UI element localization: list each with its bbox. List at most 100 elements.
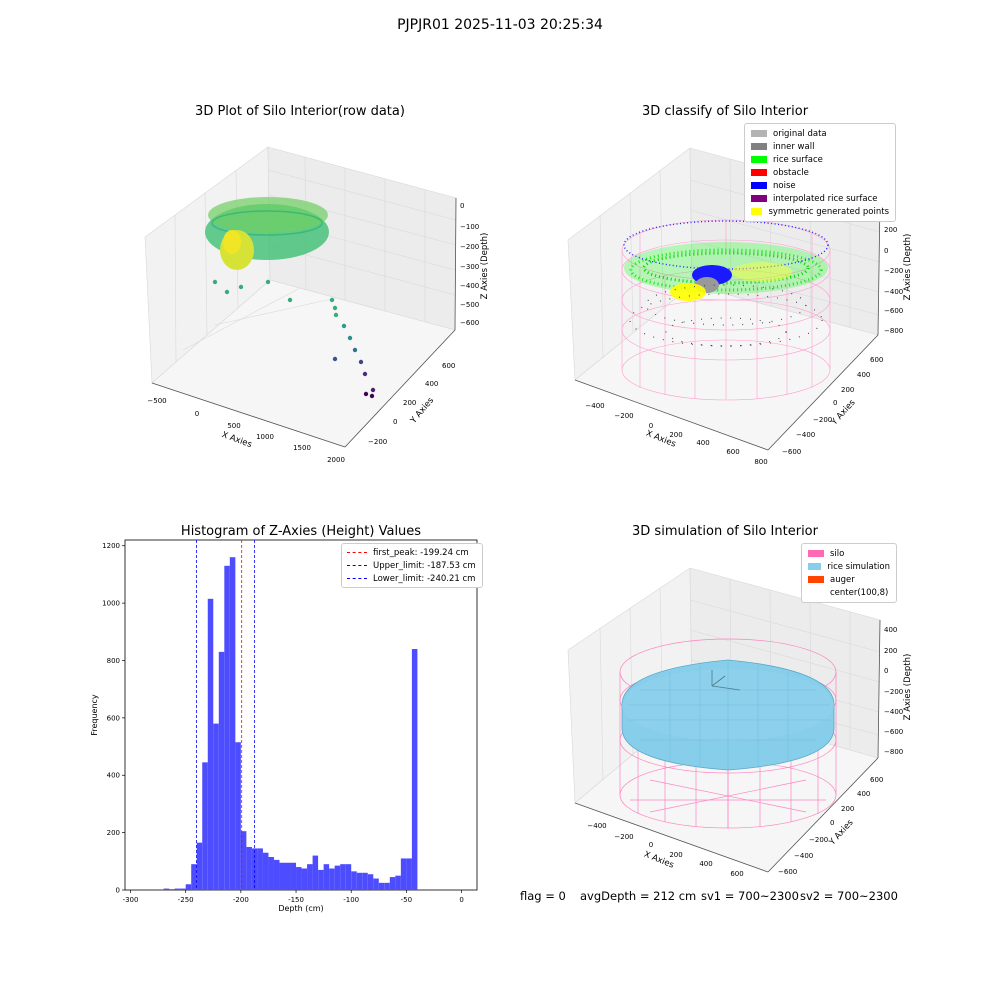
interpolated-grid: [629, 293, 823, 347]
p1-zlabel: Z Axies (Depth): [480, 233, 490, 300]
symmetric-points: [670, 283, 706, 301]
histogram-bar: [251, 848, 258, 890]
histogram-bar: [196, 842, 203, 890]
y-tick-label: 200: [107, 829, 120, 837]
auger-marker: [711, 670, 741, 691]
status-sv2: sv2 = 700~2300: [800, 889, 898, 903]
legend-swatch: [808, 576, 824, 583]
histogram-xlabel: Depth (cm): [278, 904, 323, 913]
p1-ytick: −200: [368, 438, 387, 446]
y-tick-label: 800: [107, 657, 120, 665]
legend-item: obstacle: [751, 166, 889, 179]
legend-item: interpolated rice surface: [751, 192, 889, 205]
status-flag: flag = 0: [520, 889, 566, 903]
data-outlier-points: [212, 279, 376, 399]
x-tick-label: -300: [123, 896, 139, 904]
p2-xtick: −400: [585, 402, 604, 410]
legend-label: Lower_limit: -240.21 cm: [373, 573, 476, 584]
p1-xtick: −500: [147, 397, 166, 405]
histogram-bar: [273, 859, 280, 890]
legend-label: Upper_limit: -187.53 cm: [373, 560, 476, 571]
histogram-bar: [218, 651, 225, 890]
p4-ztick: −800: [884, 748, 903, 756]
p1-xtick: 1000: [256, 433, 274, 441]
p4-ztick: −400: [884, 708, 903, 716]
p1-xtick: 2000: [327, 456, 345, 464]
histogram-bar: [235, 742, 241, 890]
legend-label: silo: [830, 548, 845, 559]
histogram-bar: [312, 855, 319, 890]
histogram-bar: [174, 888, 181, 890]
histogram-bar: [246, 846, 252, 890]
histogram-bar: [180, 888, 186, 890]
legend-swatch: [751, 169, 767, 176]
histogram-bar: [224, 565, 230, 890]
legend-swatch: [808, 550, 824, 557]
p2-ytick: 0: [833, 399, 837, 407]
legend-label: center(100,8): [830, 587, 889, 598]
p1-ztick: −400: [460, 282, 479, 290]
legend-item: first_peak: -199.24 cm: [347, 546, 477, 559]
histogram-bar: [262, 852, 269, 890]
x-tick-label: -250: [178, 896, 194, 904]
legend-swatch: [751, 195, 767, 202]
p1-xtick: 0: [195, 410, 199, 418]
p2-xtick: 800: [754, 458, 767, 466]
p1-ytick: 0: [393, 418, 397, 426]
p2-ztick: −200: [884, 267, 903, 275]
legend-label: inner wall: [773, 141, 815, 152]
panel4-legend: silo rice simulation auger center(100,8): [801, 543, 897, 603]
p2-ytick: 400: [857, 371, 870, 379]
panel2-legend: original data inner wall rice surface ob…: [744, 123, 896, 222]
y-tick-label: 1200: [102, 542, 120, 550]
legend-swatch: [751, 156, 767, 163]
legend-item: auger: [808, 573, 890, 586]
histogram-bar: [296, 867, 302, 890]
p1-xtick: 500: [227, 422, 240, 430]
histogram-bar: [307, 864, 313, 890]
p4-xtick: 400: [699, 860, 712, 868]
legend-label: symmetric generated points: [768, 206, 889, 217]
histogram-bar: [378, 882, 385, 890]
histogram-bar: [356, 872, 363, 890]
p2-ztick: 200: [884, 226, 897, 234]
p2-ytick: 200: [841, 386, 854, 394]
p4-xtick: 0: [649, 841, 653, 849]
x-tick-label: -200: [233, 896, 249, 904]
histogram-bar: [395, 875, 401, 890]
p2-ztick: −600: [884, 307, 903, 315]
p1-xlabel: X Axies: [220, 430, 253, 450]
histogram-bar: [400, 858, 407, 890]
figure-title: PJPJR01 2025-11-03 20:25:34: [397, 17, 603, 33]
status-avg-depth: avgDepth = 212 cm: [580, 889, 697, 903]
histogram-bar: [202, 762, 208, 890]
p4-ztick: 200: [884, 647, 897, 655]
p4-ytick: 400: [857, 790, 870, 798]
p2-ytick: 600: [870, 356, 883, 364]
p2-xtick: −200: [614, 412, 633, 420]
legend-swatch: [751, 130, 767, 137]
histogram-legend: first_peak: -199.24 cm Upper_limit: -187…: [341, 543, 483, 588]
y-tick-label: 0: [116, 887, 120, 895]
p1-ztick: −600: [460, 319, 479, 327]
status-sv1: sv1 = 700~2300: [701, 889, 799, 903]
p4-ytick: 200: [841, 805, 854, 813]
histogram-bar: [329, 868, 335, 890]
legend-label: obstacle: [773, 167, 809, 178]
histogram-bar: [373, 878, 379, 890]
p1-ytick: 200: [403, 399, 416, 407]
legend-swatch: [751, 208, 763, 215]
p4-xtick: −200: [614, 833, 633, 841]
histogram-bar: [340, 864, 346, 890]
legend-item: Upper_limit: -187.53 cm: [347, 559, 477, 572]
y-tick-label: 600: [107, 714, 120, 722]
p4-ytick: −200: [809, 836, 828, 844]
histogram-bar: [406, 858, 412, 890]
histogram-bar: [163, 888, 170, 890]
panel1-3d-axes: −500 0 500 1000 1500 2000 −200 0 200 400…: [144, 146, 490, 464]
legend-swatch: [751, 143, 767, 150]
p2-ytick: −200: [813, 416, 832, 424]
histogram-bar: [318, 869, 324, 890]
legend-label: rice surface: [773, 154, 823, 165]
legend-swatch: [808, 563, 822, 570]
